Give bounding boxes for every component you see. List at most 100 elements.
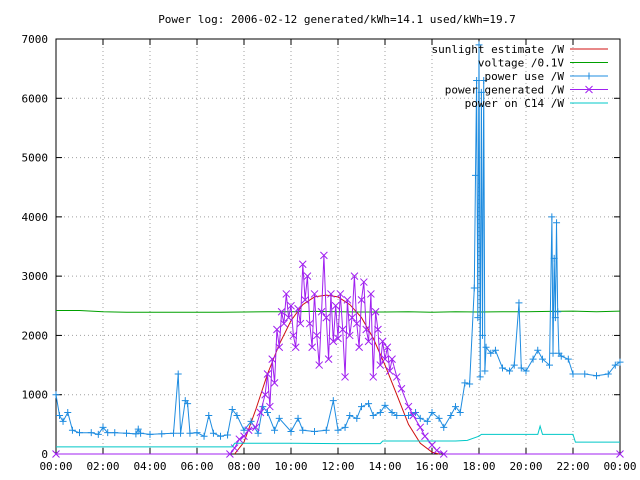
data-point [506, 367, 514, 375]
x-tick-label: 02:00 [86, 460, 119, 473]
data-point [480, 77, 488, 84]
data-point [397, 384, 406, 393]
data-point [611, 361, 619, 369]
data-point [132, 430, 140, 438]
data-point [517, 364, 525, 372]
data-point [56, 411, 64, 419]
data-point [550, 254, 558, 262]
data-point [456, 409, 464, 416]
x-tick-label: 16:00 [415, 460, 448, 473]
data-point [423, 417, 431, 425]
data-point [322, 426, 330, 434]
data-point [475, 41, 483, 49]
data-point [287, 427, 295, 435]
data-point [104, 429, 112, 437]
x-tick-label: 14:00 [368, 460, 401, 473]
data-point [310, 290, 319, 298]
data-point [64, 409, 72, 416]
data-point [186, 429, 194, 437]
series-power-use-w [52, 41, 624, 440]
data-point [435, 414, 443, 422]
data-point [499, 364, 506, 372]
data-point [296, 319, 305, 328]
legend-entry-power-use-w: power use /W [485, 70, 608, 83]
data-point [268, 355, 277, 363]
x-tick-label: 12:00 [321, 460, 354, 473]
data-point [230, 444, 239, 452]
y-tick-label: 1000 [22, 389, 49, 402]
data-point [551, 314, 559, 322]
data-point [404, 402, 413, 411]
data-point [111, 429, 119, 437]
data-point [447, 411, 455, 419]
data-point [474, 314, 482, 322]
data-point [336, 290, 345, 298]
data-point [280, 319, 288, 328]
data-point [461, 379, 469, 387]
data-point [440, 423, 448, 431]
y-tick-label: 3000 [22, 270, 49, 283]
data-point [294, 304, 302, 313]
data-point [287, 301, 295, 310]
legend-label: sunlight estimate /W [432, 43, 565, 56]
data-point [341, 373, 349, 381]
data-point [52, 450, 60, 458]
data-point [369, 373, 378, 381]
data-point [271, 426, 279, 434]
x-tick-label: 06:00 [180, 460, 213, 473]
data-point [554, 308, 562, 316]
data-point [376, 361, 385, 369]
data-point [385, 367, 394, 375]
series-line [56, 310, 621, 313]
data-point [334, 426, 342, 434]
data-point [265, 402, 274, 411]
data-point [303, 272, 312, 280]
data-point [275, 343, 284, 352]
x-tick-label: 08:00 [227, 460, 260, 473]
data-point [470, 284, 478, 292]
data-point [277, 307, 286, 316]
data-point [553, 219, 561, 227]
data-point [282, 290, 291, 298]
data-point [548, 213, 556, 221]
y-tick-label: 7000 [22, 33, 49, 46]
data-point [174, 370, 182, 378]
data-point [261, 390, 270, 399]
data-point [409, 411, 418, 420]
data-point [378, 337, 387, 346]
data-point [291, 343, 300, 352]
data-point [364, 337, 373, 346]
data-point [345, 331, 354, 340]
data-point [529, 355, 537, 363]
data-point [362, 325, 371, 334]
data-point [284, 313, 293, 322]
data-point [264, 409, 271, 416]
y-tick-label: 2000 [22, 329, 49, 342]
data-point [350, 272, 359, 280]
data-point [299, 426, 307, 434]
data-point [137, 429, 145, 437]
data-point [569, 370, 577, 378]
data-point [301, 296, 309, 304]
data-point [369, 411, 377, 419]
data-point [184, 400, 192, 408]
legend-label: power use /W [485, 70, 565, 83]
y-tick-label: 6000 [22, 92, 49, 105]
data-point [200, 432, 208, 440]
data-point [487, 349, 495, 357]
chart-title: Power log: 2006-02-12 generated/kWh=14.1… [158, 13, 516, 26]
data-point [76, 429, 83, 437]
data-point [205, 411, 213, 419]
legend-entry-power-on-c14-w: power on C14 /W [465, 97, 608, 110]
data-point [327, 290, 335, 298]
x-tick-label: 10:00 [274, 460, 307, 473]
data-point [311, 427, 318, 435]
data-point [338, 325, 347, 334]
data-point [68, 426, 76, 434]
data-point [59, 417, 67, 425]
data-point [226, 450, 234, 458]
data-point [479, 331, 487, 339]
data-point [383, 343, 392, 352]
data-point [305, 319, 314, 328]
